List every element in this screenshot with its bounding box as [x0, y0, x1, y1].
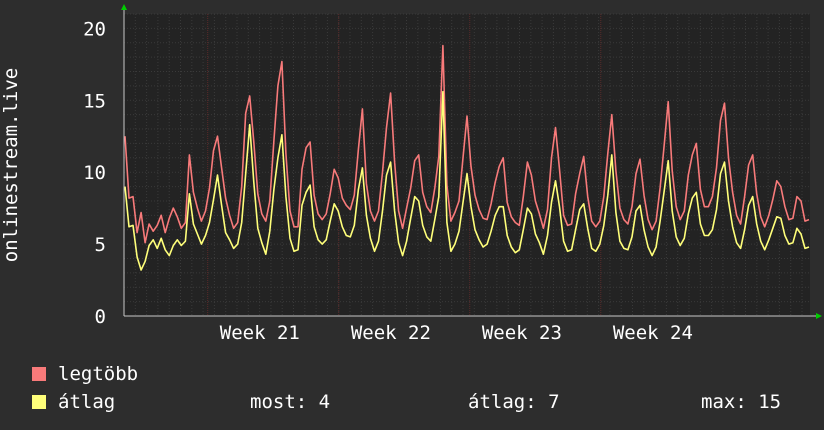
series-line-max — [124, 44, 810, 244]
legend-item-avg: átlag — [32, 391, 115, 413]
y-axis-ticks: 0 5 10 15 20 — [83, 18, 106, 328]
stat-now: most: 4 — [250, 391, 331, 413]
x-axis-ticks: Week 21 Week 22 Week 23 Week 24 — [220, 322, 693, 344]
legend-swatch-avg — [32, 395, 46, 409]
y-tick-label: 0 — [95, 306, 106, 328]
x-tick-label: Week 22 — [351, 322, 431, 344]
y-tick-label: 10 — [83, 162, 106, 184]
stat-avg: átlag: 7 — [468, 391, 560, 413]
grid — [123, 13, 810, 317]
x-tick-label: Week 23 — [482, 322, 562, 344]
x-tick-label: Week 24 — [613, 322, 693, 344]
legend-label-max: legtöbb — [58, 363, 139, 385]
series-line-avg — [124, 90, 810, 271]
y-tick-label: 20 — [83, 18, 106, 40]
stat-max: max: 15 — [701, 391, 782, 413]
x-tick-label: Week 21 — [220, 322, 300, 344]
axes — [121, 4, 822, 319]
legend-label-avg: átlag — [58, 391, 116, 413]
y-tick-label: 15 — [83, 90, 106, 112]
legend-item-max: legtöbb — [32, 363, 138, 385]
plot-area — [124, 14, 810, 316]
y-axis-arrow-icon — [121, 4, 127, 10]
x-axis-arrow-icon — [816, 313, 822, 319]
series-lines — [124, 44, 810, 271]
legend-swatch-max — [32, 367, 46, 381]
y-axis-label: onlinestream.live — [0, 68, 22, 262]
y-tick-label: 5 — [95, 234, 106, 256]
